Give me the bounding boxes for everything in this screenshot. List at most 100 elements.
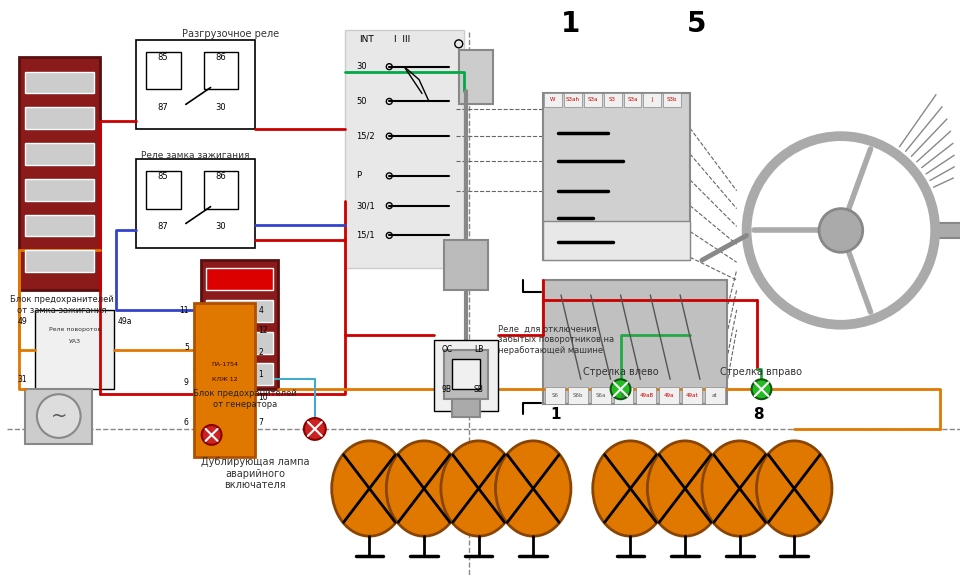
Text: 31: 31 bbox=[17, 375, 27, 384]
Ellipse shape bbox=[332, 441, 407, 536]
Text: Реле замка зажигания: Реле замка зажигания bbox=[141, 152, 250, 160]
Text: 4: 4 bbox=[258, 306, 263, 316]
Text: LB: LB bbox=[474, 345, 484, 354]
Bar bbox=[146, 52, 180, 90]
Ellipse shape bbox=[495, 441, 571, 536]
Text: S6b: S6b bbox=[572, 393, 583, 398]
Text: 1: 1 bbox=[258, 370, 263, 379]
Text: 87: 87 bbox=[157, 103, 168, 112]
Text: J: J bbox=[652, 97, 653, 102]
Text: Дублирующая лампа
аварийного
включателя: Дублирующая лампа аварийного включателя bbox=[201, 457, 309, 490]
Circle shape bbox=[36, 394, 81, 438]
Text: S3ah: S3ah bbox=[565, 97, 580, 102]
Text: 11: 11 bbox=[180, 306, 189, 316]
Text: S3b: S3b bbox=[667, 97, 678, 102]
Bar bbox=[544, 93, 562, 107]
Text: УАЗ: УАЗ bbox=[68, 339, 81, 344]
Text: 5: 5 bbox=[687, 10, 707, 38]
Bar bbox=[345, 30, 464, 268]
Bar bbox=[205, 268, 274, 290]
Text: 86: 86 bbox=[215, 173, 226, 181]
Text: 10: 10 bbox=[258, 393, 268, 402]
Text: 30: 30 bbox=[620, 393, 627, 398]
Bar bbox=[25, 72, 94, 93]
Bar bbox=[568, 387, 588, 404]
Text: SB: SB bbox=[473, 385, 484, 394]
Bar bbox=[660, 387, 679, 404]
Text: Разгрузочное реле: Разгрузочное реле bbox=[181, 29, 279, 39]
Text: 50: 50 bbox=[356, 97, 367, 106]
Text: Стрелка вправо: Стрелка вправо bbox=[721, 368, 803, 378]
Bar bbox=[623, 93, 641, 107]
Text: 12: 12 bbox=[258, 326, 268, 335]
Bar bbox=[705, 387, 725, 404]
Bar bbox=[136, 40, 255, 129]
Bar bbox=[590, 387, 611, 404]
Text: 2: 2 bbox=[258, 348, 263, 357]
Text: S6a: S6a bbox=[595, 393, 606, 398]
Ellipse shape bbox=[441, 441, 516, 536]
Ellipse shape bbox=[756, 441, 832, 536]
Bar bbox=[543, 93, 690, 260]
Text: 30: 30 bbox=[215, 222, 226, 231]
Circle shape bbox=[304, 418, 325, 440]
Text: Реле поворотов: Реле поворотов bbox=[49, 327, 101, 332]
Text: 15/2: 15/2 bbox=[356, 131, 375, 141]
Bar bbox=[604, 93, 621, 107]
Bar bbox=[935, 222, 960, 239]
Bar bbox=[205, 364, 274, 385]
Ellipse shape bbox=[386, 441, 462, 536]
Bar bbox=[444, 350, 488, 399]
Text: I  III: I III bbox=[395, 35, 411, 45]
Circle shape bbox=[202, 425, 222, 445]
Bar bbox=[146, 171, 180, 208]
Bar bbox=[25, 107, 94, 129]
Bar bbox=[25, 389, 92, 444]
Text: 30: 30 bbox=[215, 103, 226, 112]
Text: Стрелка влево: Стрелка влево bbox=[583, 368, 659, 378]
Bar bbox=[35, 310, 114, 389]
Bar bbox=[194, 303, 255, 457]
Text: P: P bbox=[356, 171, 362, 180]
Text: OC: OC bbox=[442, 345, 453, 354]
Text: 49: 49 bbox=[17, 317, 27, 326]
Bar bbox=[136, 159, 255, 248]
Text: 30/1: 30/1 bbox=[356, 201, 375, 210]
Text: S3a: S3a bbox=[588, 97, 598, 102]
Bar bbox=[204, 171, 238, 208]
Bar bbox=[613, 387, 634, 404]
Bar bbox=[25, 215, 94, 236]
Text: INT: INT bbox=[359, 35, 374, 45]
Bar bbox=[205, 332, 274, 354]
Ellipse shape bbox=[592, 441, 668, 536]
Text: 86: 86 bbox=[215, 53, 226, 62]
Bar bbox=[584, 93, 602, 107]
Text: 87: 87 bbox=[157, 222, 168, 231]
Text: 85: 85 bbox=[157, 173, 168, 181]
Text: 85: 85 bbox=[157, 53, 168, 62]
Bar bbox=[545, 387, 564, 404]
Circle shape bbox=[611, 379, 631, 399]
Bar bbox=[564, 93, 582, 107]
Text: КЛЖ 12: КЛЖ 12 bbox=[212, 377, 237, 382]
Bar bbox=[434, 340, 498, 411]
Bar bbox=[663, 93, 681, 107]
Text: ПА-1754: ПА-1754 bbox=[211, 362, 238, 367]
Bar bbox=[444, 240, 488, 290]
Bar bbox=[543, 221, 690, 260]
Text: 1: 1 bbox=[562, 10, 581, 38]
Text: 5: 5 bbox=[184, 343, 189, 352]
Bar bbox=[682, 387, 702, 404]
Text: 30: 30 bbox=[356, 62, 367, 71]
Ellipse shape bbox=[702, 441, 778, 536]
Bar bbox=[543, 280, 727, 404]
Bar bbox=[452, 360, 480, 389]
Bar bbox=[204, 52, 238, 90]
Text: 7: 7 bbox=[258, 417, 263, 427]
Text: 49aB: 49aB bbox=[639, 393, 654, 398]
Circle shape bbox=[819, 208, 863, 252]
Bar bbox=[459, 50, 493, 104]
Circle shape bbox=[752, 379, 772, 399]
Bar bbox=[205, 300, 274, 322]
Text: at: at bbox=[712, 393, 718, 398]
